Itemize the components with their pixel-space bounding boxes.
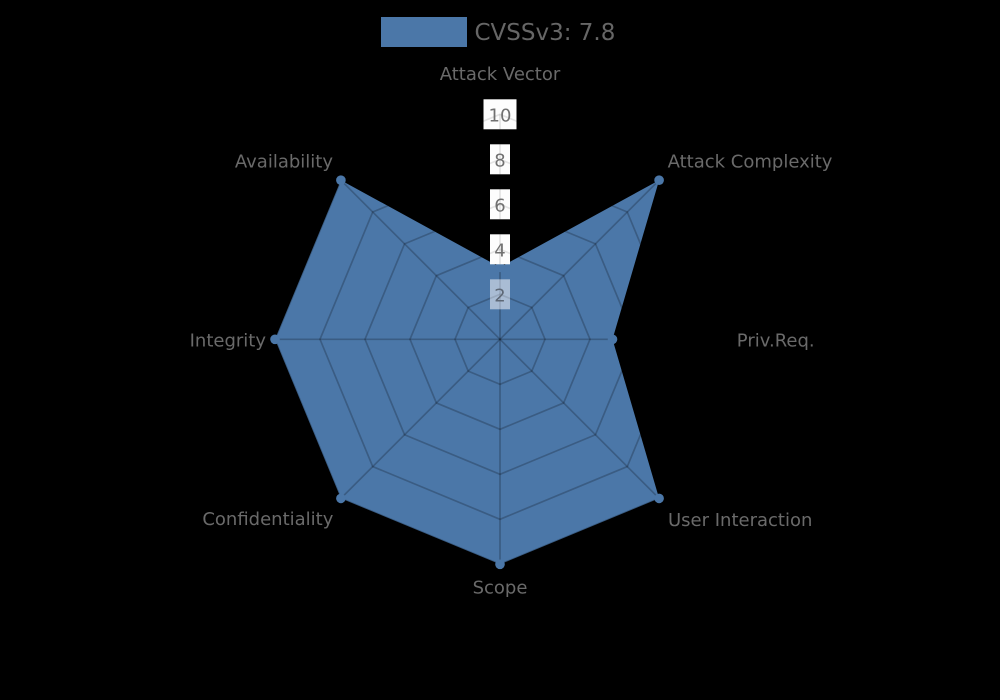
tick-label: 8 bbox=[494, 150, 505, 171]
tick-box bbox=[483, 99, 517, 130]
axis-labels: Attack Vector Attack Complexity Priv.Req. U… bbox=[190, 64, 833, 599]
axis-label: Confidentiality bbox=[202, 509, 333, 530]
tick-box bbox=[490, 189, 510, 220]
radar-plot-area: 10 8 6 4 2 Attack Vector Attack Complexity Pri… bbox=[190, 64, 833, 599]
vertex-marker bbox=[654, 175, 664, 185]
axis-label: Scope bbox=[473, 578, 528, 599]
vertex-marker bbox=[654, 493, 664, 504]
legend-label: CVSSv3: 7.8 bbox=[475, 20, 616, 46]
tick-label: 2 bbox=[494, 285, 505, 306]
axis-label: Integrity bbox=[190, 331, 267, 352]
legend-swatch bbox=[381, 17, 467, 47]
tick-box bbox=[490, 144, 510, 175]
grid-ring bbox=[409, 248, 591, 431]
axis-label: Availability bbox=[235, 152, 333, 173]
tick-box bbox=[490, 279, 510, 310]
grid-spoke bbox=[340, 180, 501, 340]
axis-label: Attack Vector bbox=[440, 64, 561, 85]
chart-legend: CVSSv3: 7.8 bbox=[381, 17, 615, 47]
axis-label: Priv.Req. bbox=[737, 331, 815, 352]
grid-spoke bbox=[499, 338, 660, 500]
grid-spoke bbox=[340, 338, 501, 500]
tick-label: 6 bbox=[494, 195, 505, 216]
grid-spoke bbox=[499, 180, 660, 340]
vertex-marker bbox=[336, 493, 346, 504]
tick-label: 10 bbox=[489, 105, 512, 126]
radial-tick-boxes bbox=[483, 99, 517, 310]
grid-ring bbox=[364, 203, 636, 476]
radar-vertex-markers bbox=[270, 175, 664, 570]
grid-ring bbox=[454, 293, 546, 386]
axis-label: User Interaction bbox=[668, 510, 812, 531]
tick-box bbox=[490, 234, 510, 265]
vertex-marker bbox=[607, 334, 618, 345]
vertex-marker bbox=[336, 175, 346, 185]
radial-tick-labels: 10 8 6 4 2 bbox=[489, 105, 512, 306]
tick-label: 4 bbox=[494, 240, 505, 261]
axis-label: Attack Complexity bbox=[668, 151, 833, 172]
radar-fill-polygon bbox=[275, 180, 660, 565]
vertex-marker bbox=[495, 262, 505, 273]
vertex-marker bbox=[495, 559, 505, 570]
vertex-marker bbox=[270, 334, 280, 345]
